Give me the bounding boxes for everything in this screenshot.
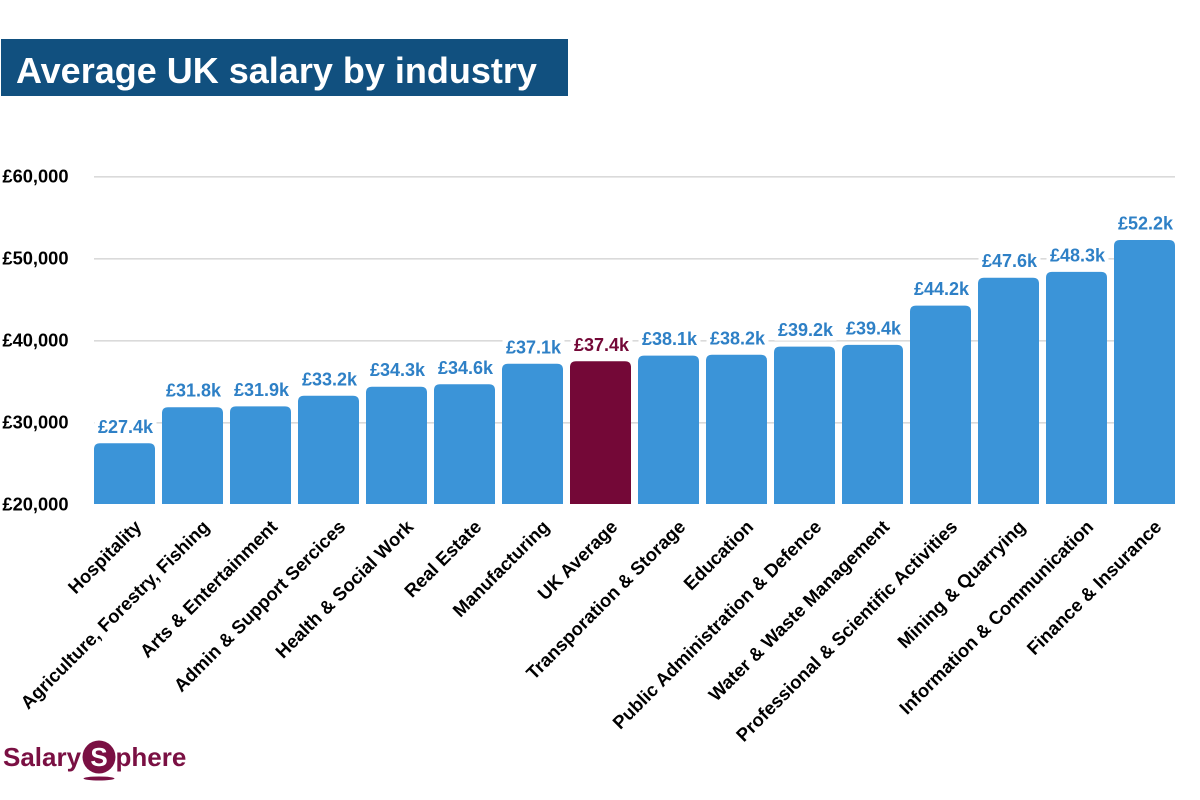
svg-text:£37.4k: £37.4k bbox=[574, 335, 630, 355]
svg-text:S: S bbox=[90, 742, 107, 772]
svg-text:£31.9k: £31.9k bbox=[234, 380, 290, 400]
svg-text:£20,000: £20,000 bbox=[2, 494, 68, 515]
svg-text:£47.6k: £47.6k bbox=[982, 251, 1038, 271]
svg-text:£27.4k: £27.4k bbox=[98, 417, 154, 437]
svg-text:Average UK salary by industry: Average UK salary by industry bbox=[16, 50, 537, 91]
svg-text:£52.2k: £52.2k bbox=[1118, 214, 1174, 234]
svg-text:£40,000: £40,000 bbox=[2, 330, 68, 351]
svg-text:£48.3k: £48.3k bbox=[1050, 245, 1106, 265]
svg-text:£30,000: £30,000 bbox=[2, 412, 68, 433]
svg-text:£60,000: £60,000 bbox=[2, 166, 68, 187]
svg-text:£37.1k: £37.1k bbox=[506, 337, 562, 357]
svg-text:£38.2k: £38.2k bbox=[710, 328, 766, 348]
svg-text:£44.2k: £44.2k bbox=[914, 279, 970, 299]
svg-text:Salary: Salary bbox=[3, 742, 82, 772]
svg-text:£34.3k: £34.3k bbox=[370, 360, 426, 380]
svg-text:£33.2k: £33.2k bbox=[302, 369, 358, 389]
svg-text:£39.2k: £39.2k bbox=[778, 320, 834, 340]
svg-text:£34.6k: £34.6k bbox=[438, 358, 494, 378]
svg-text:£31.8k: £31.8k bbox=[166, 381, 222, 401]
svg-text:phere: phere bbox=[116, 742, 187, 772]
svg-text:£39.4k: £39.4k bbox=[846, 318, 902, 338]
svg-text:£38.1k: £38.1k bbox=[642, 329, 698, 349]
svg-text:£50,000: £50,000 bbox=[2, 248, 68, 269]
